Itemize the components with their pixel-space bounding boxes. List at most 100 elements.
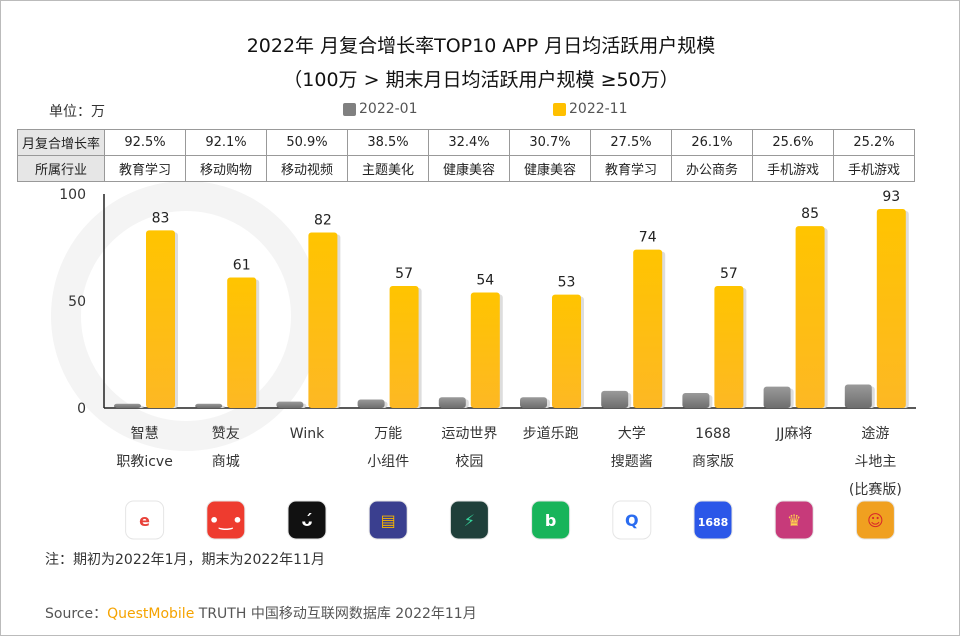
source-text: TRUTH 中国移动互联网数据库 2022年11月 xyxy=(194,606,477,622)
x-tick-label: 职教icve xyxy=(116,454,173,470)
x-tick-label: 搜题酱 xyxy=(611,454,653,470)
industry-cell: 教育学习 xyxy=(104,155,186,182)
x-tick-label: JJ麻将 xyxy=(775,426,812,442)
bar-2022-01 xyxy=(195,403,223,408)
bar-2022-01 xyxy=(114,403,141,408)
jj-mahjong-app-icon xyxy=(774,500,814,540)
x-tick-label: 运动世界 xyxy=(441,426,497,442)
bar-2022-01 xyxy=(357,399,385,408)
y-tick-label: 0 xyxy=(77,401,86,417)
x-tick-label: 1688 xyxy=(695,426,731,442)
bar-2022-11 xyxy=(714,286,744,408)
tuyou-doudizhu-app-icon xyxy=(855,500,895,540)
data-label: 83 xyxy=(152,210,170,226)
bar-2022-01 xyxy=(763,386,791,408)
footnote: 注：期初为2022年1月，期末为2022年11月 xyxy=(45,552,325,568)
x-tick-label: 万能 xyxy=(374,426,402,442)
y-tick-label: 100 xyxy=(59,187,86,203)
data-label: 74 xyxy=(639,230,657,246)
zhihui-zhijiao-app-icon xyxy=(125,500,165,540)
growth-cell: 26.1% xyxy=(671,129,753,156)
x-tick-label: 商城 xyxy=(212,454,240,470)
data-label: 85 xyxy=(801,206,819,222)
icon-glyph: ⚡ xyxy=(464,511,475,530)
bar-2022-01 xyxy=(520,397,547,408)
icon-glyph: •‿• xyxy=(209,511,243,530)
bar-2022-11 xyxy=(146,230,175,408)
bar-2022-11 xyxy=(227,277,257,408)
chart-title: 2022年 月复合增长率TOP10 APP 月日均活跃用户规模 xyxy=(246,35,716,57)
bar-2022-01 xyxy=(276,401,304,408)
industry-cell: 健康美容 xyxy=(428,155,510,182)
bar-2022-11 xyxy=(633,249,663,408)
icon-glyph: e xyxy=(139,511,150,530)
row-header-industry: 所属行业 xyxy=(17,155,105,182)
1688-app-icon xyxy=(693,500,733,540)
legend-label: 2022-01 xyxy=(359,101,418,117)
row-header-growth: 月复合增长率 xyxy=(17,129,105,156)
industry-cell: 移动购物 xyxy=(185,155,267,182)
x-tick-label: 途游 xyxy=(861,425,889,442)
x-tick-label: 小组件 xyxy=(367,454,409,470)
data-label: 82 xyxy=(314,213,332,229)
source-brand: QuestMobile xyxy=(107,606,195,622)
industry-cell: 手机游戏 xyxy=(752,155,834,182)
growth-cell: 30.7% xyxy=(509,129,591,156)
bar-2022-11 xyxy=(795,226,825,408)
x-tick-label: 赞友 xyxy=(212,426,240,442)
industry-cell: 手机游戏 xyxy=(833,155,915,182)
daxue-soutijiang-app-icon xyxy=(612,500,652,540)
icon-glyph: b xyxy=(545,511,556,530)
chart-subtitle: （100万 > 期末月日均活跃用户规模 ≥50万） xyxy=(283,69,679,91)
unit-label: 单位：万 xyxy=(49,104,105,120)
data-label: 53 xyxy=(558,275,576,291)
bar-2022-11 xyxy=(552,294,581,408)
data-label: 57 xyxy=(395,266,413,282)
data-label: 57 xyxy=(720,266,738,282)
icon-glyph: ☺ xyxy=(867,511,884,530)
bar-2022-01 xyxy=(438,397,466,408)
industry-cell: 移动视频 xyxy=(266,155,348,182)
industry-cell: 教育学习 xyxy=(590,155,672,182)
icon-glyph: ♛ xyxy=(787,511,801,530)
legend-item-2022-01: 2022-01 xyxy=(343,101,418,117)
growth-cell: 32.4% xyxy=(428,129,510,156)
zanyou-app-icon xyxy=(206,500,246,540)
x-tick-label: 斗地主 xyxy=(854,454,896,470)
yundong-shijie-app-icon xyxy=(449,500,489,540)
industry-cell: 健康美容 xyxy=(509,155,591,182)
data-label: 93 xyxy=(882,189,900,205)
x-tick-label: 校园 xyxy=(455,453,483,470)
y-tick-label: 50 xyxy=(68,294,86,310)
x-tick-label: Wink xyxy=(290,426,325,442)
industry-cell: 主题美化 xyxy=(347,155,429,182)
bar-2022-01 xyxy=(601,390,629,408)
legend-label: 2022-11 xyxy=(569,101,628,117)
bar-2022-11 xyxy=(308,232,338,408)
icon-glyph: ▤ xyxy=(381,511,396,530)
growth-cell: 50.9% xyxy=(266,129,348,156)
growth-cell: 27.5% xyxy=(590,129,672,156)
bar-2022-01 xyxy=(682,393,710,408)
icon-glyph: Q xyxy=(625,511,639,530)
x-tick-label: 智慧 xyxy=(131,426,159,442)
x-tick-label: (比赛版) xyxy=(849,482,902,498)
data-label: 54 xyxy=(476,272,494,288)
bar-2022-11 xyxy=(389,286,419,408)
growth-cell: 38.5% xyxy=(347,129,429,156)
industry-cell: 办公商务 xyxy=(671,155,753,182)
icon-glyph: 1688 xyxy=(698,516,729,529)
budao-lepao-app-icon xyxy=(531,500,571,540)
x-tick-label: 商家版 xyxy=(692,453,734,470)
legend-swatch-gold xyxy=(553,102,566,116)
x-tick-label: 步道乐跑 xyxy=(523,426,579,442)
source-line: Source：QuestMobile TRUTH 中国移动互联网数据库 2022… xyxy=(45,603,477,623)
x-tick-label: 大学 xyxy=(618,426,646,442)
data-label: 61 xyxy=(233,257,251,273)
growth-table: 月复合增长率 92.5% 92.1% 50.9% 38.5% 32.4% 30.7% 27.5… xyxy=(17,129,915,182)
bar-2022-11 xyxy=(470,292,500,408)
source-prefix: Source： xyxy=(45,606,108,622)
wanneng-widget-app-icon xyxy=(368,500,408,540)
